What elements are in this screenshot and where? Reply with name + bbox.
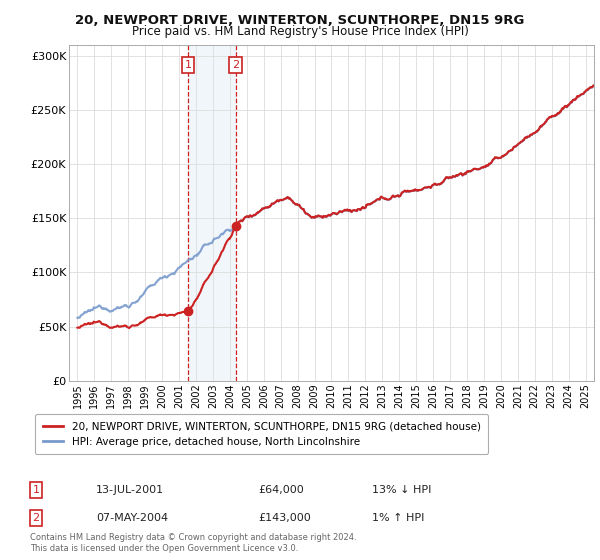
Text: 07-MAY-2004: 07-MAY-2004: [96, 513, 168, 523]
Text: 1: 1: [32, 485, 40, 495]
Text: 20, NEWPORT DRIVE, WINTERTON, SCUNTHORPE, DN15 9RG: 20, NEWPORT DRIVE, WINTERTON, SCUNTHORPE…: [76, 14, 524, 27]
Text: 1% ↑ HPI: 1% ↑ HPI: [372, 513, 424, 523]
Text: £64,000: £64,000: [258, 485, 304, 495]
Bar: [188, 45, 236, 381]
Text: 13% ↓ HPI: 13% ↓ HPI: [372, 485, 431, 495]
Text: Contains HM Land Registry data © Crown copyright and database right 2024.
This d: Contains HM Land Registry data © Crown c…: [30, 533, 356, 553]
Text: 13-JUL-2001: 13-JUL-2001: [96, 485, 164, 495]
Text: £143,000: £143,000: [258, 513, 311, 523]
Legend: 20, NEWPORT DRIVE, WINTERTON, SCUNTHORPE, DN15 9RG (detached house), HPI: Averag: 20, NEWPORT DRIVE, WINTERTON, SCUNTHORPE…: [35, 414, 488, 454]
Text: 1: 1: [185, 60, 191, 70]
Text: Price paid vs. HM Land Registry's House Price Index (HPI): Price paid vs. HM Land Registry's House …: [131, 25, 469, 38]
Text: 2: 2: [232, 60, 239, 70]
Text: 2: 2: [32, 513, 40, 523]
